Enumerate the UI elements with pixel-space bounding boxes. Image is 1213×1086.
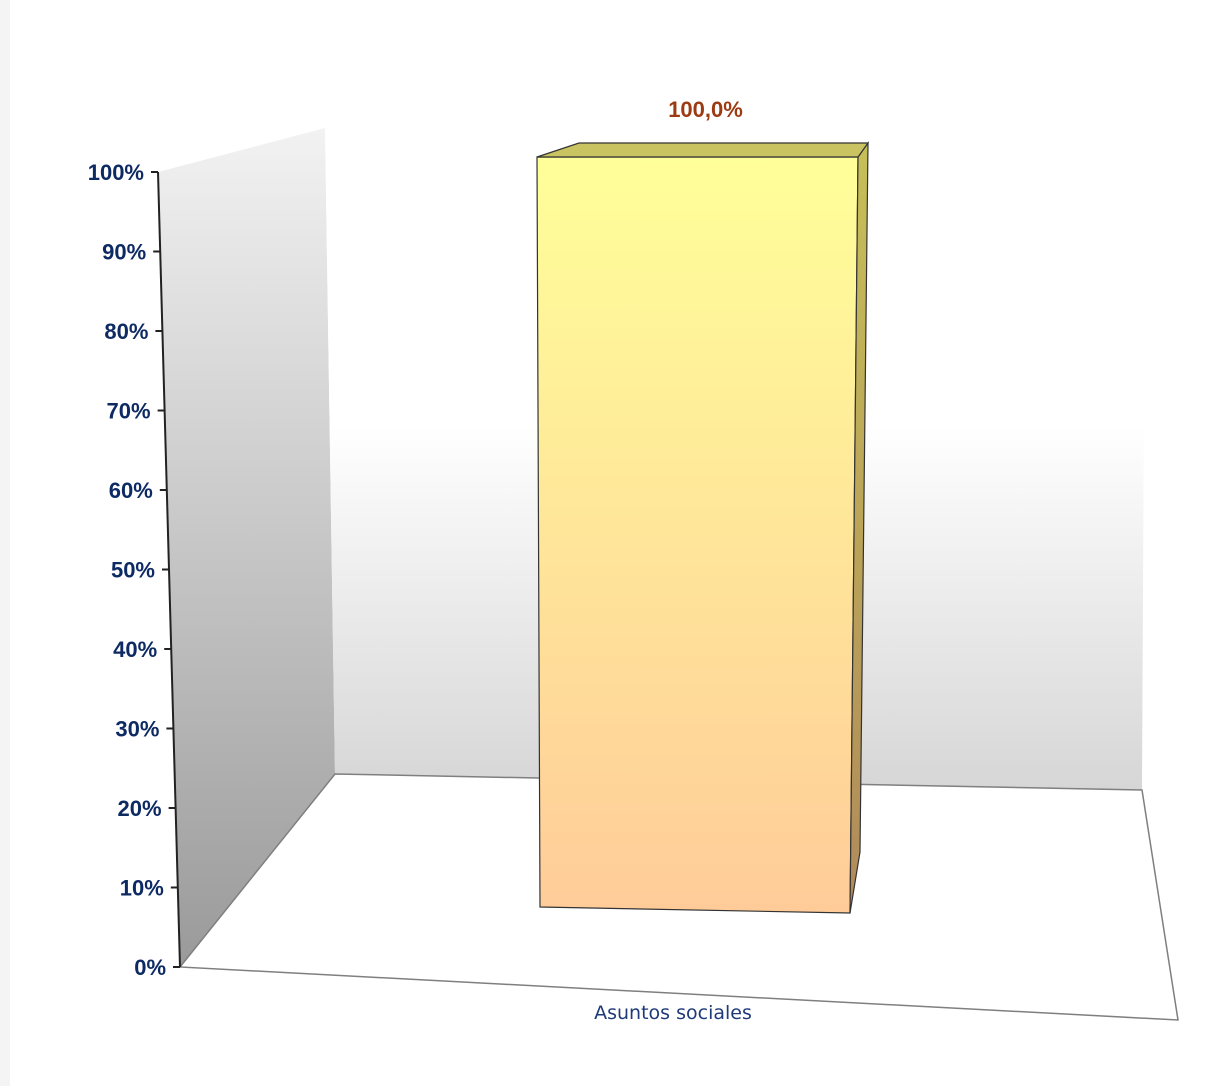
y-axis-tick-labels: 0% 10% 20% 30% 40% 50% 60% 70% 80% 90% 100% <box>88 160 166 980</box>
bar-top <box>536 142 870 158</box>
y-tick-label: 10% <box>120 876 164 901</box>
y-tick-label: 70% <box>107 399 151 424</box>
y-tick-label: 50% <box>111 558 155 583</box>
y-tick-label: 90% <box>102 240 146 265</box>
bar-front <box>536 156 859 914</box>
y-tick-label: 60% <box>109 478 153 503</box>
y-axis-ticks <box>151 171 180 968</box>
y-tick-label: 40% <box>113 637 157 662</box>
category-labels: Asuntos sociales <box>594 1002 752 1024</box>
y-tick-label: 0% <box>134 955 166 980</box>
y-tick-label: 20% <box>118 796 162 821</box>
bar-data-label: 100,0% <box>668 97 743 122</box>
bars: 100,0% <box>536 97 870 914</box>
category-label: Asuntos sociales <box>594 1002 752 1024</box>
side-wall <box>158 128 335 967</box>
y-tick-label: 100% <box>88 160 144 185</box>
y-tick-label: 80% <box>104 319 148 344</box>
y-tick-label: 30% <box>115 717 159 742</box>
bar-chart-3d: 0% 10% 20% 30% 40% 50% 60% 70% 80% 90% 100% 100,0%… <box>88 97 1179 1024</box>
